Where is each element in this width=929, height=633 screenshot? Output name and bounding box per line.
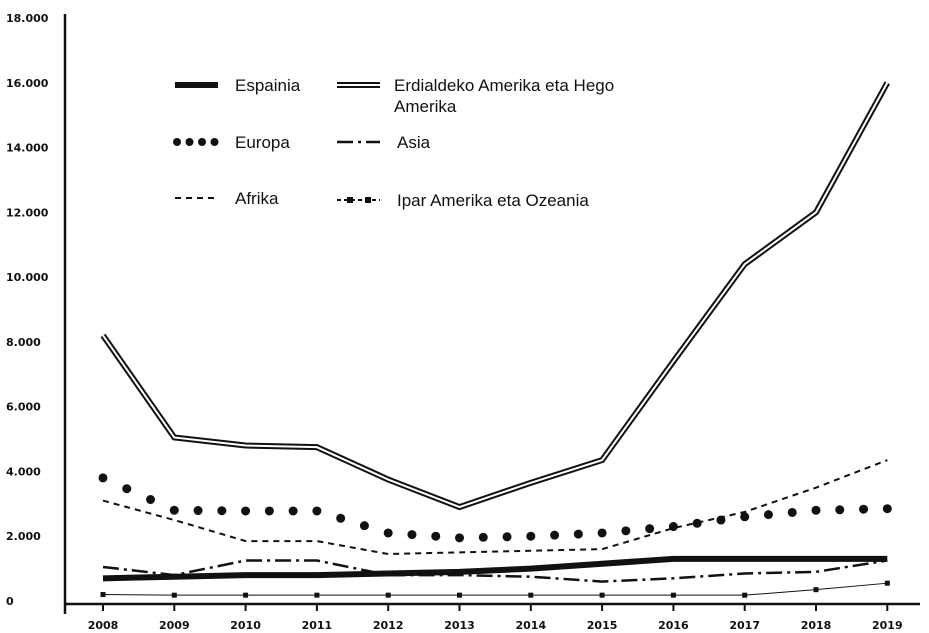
legend-label: Ipar Amerika eta Ozeania	[397, 191, 589, 210]
legend-swatch	[347, 197, 353, 203]
legend-swatch	[173, 138, 181, 146]
series-group	[99, 473, 892, 542]
legend-label: Espainia	[235, 76, 301, 95]
series-line	[103, 583, 887, 595]
y-tick-label: 0	[6, 595, 14, 608]
data-point	[312, 506, 321, 515]
legend-item: Afrika	[175, 189, 279, 208]
data-point	[693, 519, 702, 528]
data-point	[99, 473, 108, 482]
legend-swatch	[198, 138, 206, 146]
chart-axes	[65, 14, 920, 614]
series-group	[101, 581, 890, 598]
data-point	[170, 506, 179, 515]
x-tick-label: 2013	[444, 619, 475, 632]
legend-item: Europa	[173, 133, 290, 152]
data-point	[788, 508, 797, 517]
data-point	[671, 593, 676, 598]
legend-swatch	[211, 138, 219, 146]
data-point	[265, 506, 274, 515]
data-point	[386, 593, 391, 598]
series-group	[103, 559, 887, 578]
x-tick-label: 2012	[373, 619, 404, 632]
x-tick-label: 2015	[587, 619, 618, 632]
x-tick-label: 2011	[302, 619, 333, 632]
legend-label: Europa	[235, 133, 290, 152]
y-tick-label: 14.000	[6, 142, 49, 155]
data-point	[859, 505, 868, 514]
x-tick-label: 2010	[230, 619, 261, 632]
data-point	[764, 510, 773, 519]
data-point	[122, 484, 131, 493]
x-tick-label: 2019	[872, 619, 903, 632]
data-point	[885, 581, 890, 586]
data-point	[598, 528, 607, 537]
data-point	[550, 531, 559, 540]
y-tick-label: 18.000	[6, 12, 49, 25]
data-point	[645, 524, 654, 533]
y-tick-label: 6.000	[6, 401, 41, 414]
data-point	[407, 530, 416, 539]
data-point	[455, 533, 464, 542]
chart-legend: Espainia Erdialdeko Amerika eta Hego Ameri…	[173, 76, 614, 210]
data-point	[241, 506, 250, 515]
x-tick-label: 2016	[658, 619, 689, 632]
data-point	[101, 592, 106, 597]
data-point	[812, 506, 821, 515]
x-tick-label: 2014	[515, 619, 546, 632]
data-point	[217, 506, 226, 515]
y-tick-label: 16.000	[6, 77, 49, 90]
series-group	[103, 83, 887, 507]
data-point	[526, 532, 535, 541]
x-tick-label: 2018	[801, 619, 832, 632]
data-point	[528, 593, 533, 598]
data-point	[621, 526, 630, 535]
data-point	[243, 593, 248, 598]
data-point	[479, 533, 488, 542]
data-point	[814, 587, 819, 592]
data-point	[574, 530, 583, 539]
x-tick-labels: 2008 2009 2010 2011 2012 2013 2014 2015 2016 2017…	[88, 604, 903, 632]
data-point	[360, 521, 369, 530]
data-point	[289, 506, 298, 515]
series-line-inner	[103, 83, 887, 507]
y-tick-labels: 0 2.000 4.000 6.000 8.000 10.000 12.000 14.000 1…	[6, 12, 49, 608]
legend-item: Ipar Amerika eta Ozeania	[337, 191, 589, 210]
y-tick-label: 8.000	[6, 336, 41, 349]
data-point	[336, 514, 345, 523]
y-tick-label: 12.000	[6, 206, 49, 219]
data-point	[835, 505, 844, 514]
legend-swatch	[186, 138, 194, 146]
x-tick-label: 2017	[729, 619, 760, 632]
data-point	[742, 593, 747, 598]
data-point	[314, 593, 319, 598]
data-point	[194, 506, 203, 515]
data-point	[172, 593, 177, 598]
series-line	[103, 559, 887, 578]
data-point	[457, 593, 462, 598]
series-lines	[99, 83, 892, 598]
data-point	[883, 504, 892, 513]
data-point	[431, 532, 440, 541]
legend-label: Erdialdeko Amerika eta Hego Amerika	[394, 76, 614, 116]
legend-label: Asia	[397, 133, 431, 152]
legend-swatch	[365, 197, 371, 203]
y-tick-label: 4.000	[6, 465, 41, 478]
legend-item: Erdialdeko Amerika eta Hego Amerika	[337, 76, 614, 116]
y-tick-label: 2.000	[6, 530, 41, 543]
x-tick-label: 2008	[88, 619, 119, 632]
legend-label: Afrika	[235, 189, 279, 208]
data-point	[384, 528, 393, 537]
data-point	[146, 495, 155, 504]
legend-item: Espainia	[175, 76, 301, 95]
data-point	[503, 532, 512, 541]
x-tick-label: 2009	[159, 619, 190, 632]
legend-item: Asia	[337, 133, 431, 152]
data-point	[600, 593, 605, 598]
y-tick-label: 10.000	[6, 271, 49, 284]
